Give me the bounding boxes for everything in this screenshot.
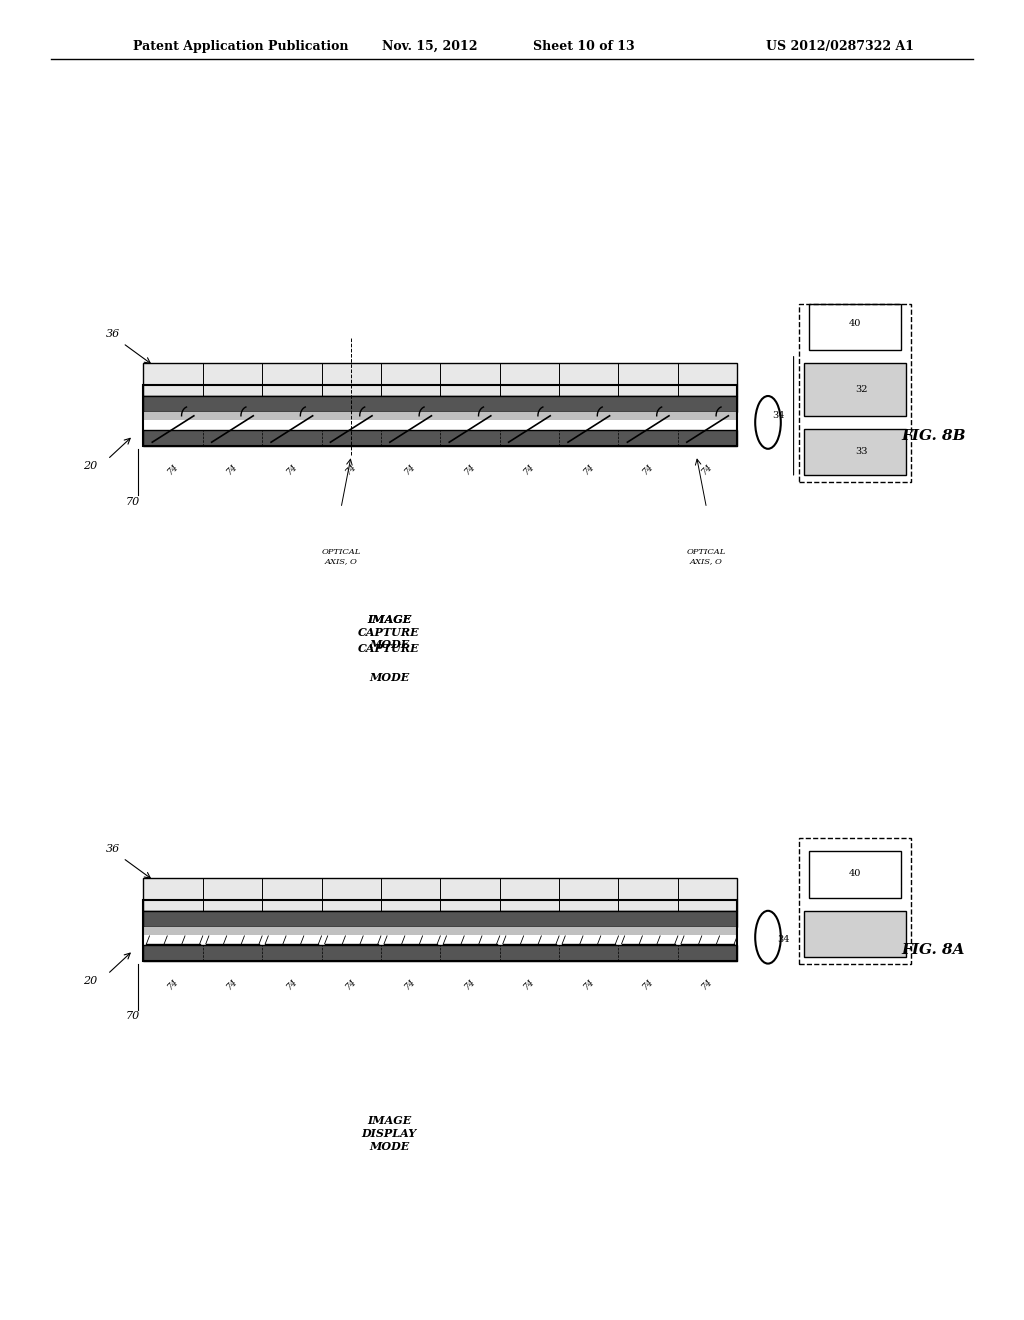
- Text: 34: 34: [772, 412, 784, 420]
- Bar: [143, 363, 737, 396]
- Bar: [143, 430, 737, 446]
- Text: 74: 74: [522, 462, 537, 477]
- Text: 74: 74: [225, 977, 240, 991]
- Text: OPTICAL
AXIS, O: OPTICAL AXIS, O: [687, 548, 726, 565]
- Text: 74: 74: [463, 462, 477, 477]
- Text: OPTICAL
AXIS, O: OPTICAL AXIS, O: [322, 548, 360, 565]
- Bar: [143, 878, 737, 911]
- Bar: [143, 945, 737, 961]
- Ellipse shape: [756, 396, 780, 449]
- Text: Patent Application Publication: Patent Application Publication: [133, 40, 348, 53]
- Text: 70: 70: [126, 1011, 140, 1022]
- Text: 36: 36: [105, 329, 120, 339]
- Text: 74: 74: [166, 977, 180, 991]
- Text: 70: 70: [126, 496, 140, 507]
- Text: 74: 74: [700, 462, 715, 477]
- Text: 20: 20: [83, 975, 97, 986]
- Bar: [804, 429, 906, 475]
- Text: 74: 74: [463, 977, 477, 991]
- Text: Nov. 15, 2012: Nov. 15, 2012: [382, 40, 478, 53]
- Text: 36: 36: [105, 843, 120, 854]
- Text: 40: 40: [849, 870, 861, 878]
- Text: 74: 74: [582, 977, 596, 991]
- Bar: [809, 304, 901, 350]
- Text: 33: 33: [855, 447, 867, 455]
- Text: 20: 20: [83, 461, 97, 471]
- Text: IMAGE
DISPLAY
MODE: IMAGE DISPLAY MODE: [361, 1115, 417, 1152]
- Bar: [143, 396, 737, 412]
- Text: 74: 74: [344, 977, 358, 991]
- Text: 74: 74: [641, 462, 655, 477]
- Text: 74: 74: [344, 462, 358, 477]
- Text: 32: 32: [855, 385, 867, 393]
- Text: 74: 74: [166, 462, 180, 477]
- Text: 74: 74: [403, 977, 418, 991]
- Text: CAPTURE: CAPTURE: [358, 643, 420, 653]
- Text: 74: 74: [700, 977, 715, 991]
- Text: 34: 34: [777, 936, 790, 944]
- Bar: [143, 900, 737, 961]
- Bar: [143, 385, 737, 446]
- Text: 74: 74: [285, 462, 299, 477]
- Ellipse shape: [756, 911, 780, 964]
- Text: 74: 74: [225, 462, 240, 477]
- Text: 74: 74: [641, 977, 655, 991]
- Text: FIG. 8B: FIG. 8B: [901, 429, 966, 442]
- Text: IMAGE
CAPTURE
MODE: IMAGE CAPTURE MODE: [358, 614, 420, 651]
- Text: 74: 74: [522, 977, 537, 991]
- Text: IMAGE: IMAGE: [367, 614, 412, 624]
- Bar: [804, 363, 906, 416]
- Bar: [143, 412, 737, 420]
- Text: 74: 74: [582, 462, 596, 477]
- Bar: [799, 838, 911, 964]
- Bar: [809, 851, 901, 898]
- Text: 74: 74: [285, 977, 299, 991]
- Text: 40: 40: [849, 319, 861, 327]
- Text: FIG. 8A: FIG. 8A: [901, 944, 965, 957]
- Text: 74: 74: [403, 462, 418, 477]
- Text: MODE: MODE: [369, 672, 410, 682]
- Bar: [804, 911, 906, 957]
- Bar: [799, 304, 911, 482]
- Text: US 2012/0287322 A1: US 2012/0287322 A1: [766, 40, 913, 53]
- Text: Sheet 10 of 13: Sheet 10 of 13: [532, 40, 635, 53]
- Bar: [143, 911, 737, 927]
- Bar: [143, 927, 737, 935]
